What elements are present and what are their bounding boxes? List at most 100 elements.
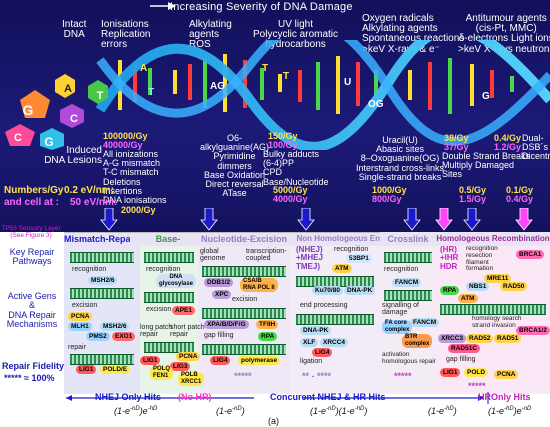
ner-csa: CSA/B RNA POL II (240, 278, 278, 292)
fa-btr: BTR complex (402, 334, 433, 348)
lesion-t3-label: T (283, 71, 290, 82)
pathway-hr[interactable]: Homologeous Recombination (436, 232, 550, 246)
hr-nbs1: NBS1 (466, 282, 490, 291)
ber-excision: excision (146, 306, 172, 313)
ber-dna-1 (144, 252, 194, 263)
pathway-ber[interactable]: Base- (155, 234, 181, 244)
numbers-label: Numbers/Gy (4, 185, 64, 196)
fa-dna-2 (384, 290, 432, 301)
pathway-mmr[interactable]: Mismatch-Repair (64, 234, 130, 244)
col6-text-b: DSB´s Dicentrics (522, 142, 550, 162)
col4-rate-b: 800/Gy (372, 194, 402, 204)
lesion-t2-label: T (262, 63, 269, 74)
pathway-crosslink[interactable]: Crosslink (380, 232, 436, 246)
col1-rate-b: 40000/Gy (103, 140, 143, 150)
base-g-icon: G (22, 102, 34, 118)
base-t-icon: T (96, 90, 104, 102)
severity-title: Increasing Severity of DNA Damage (170, 1, 353, 13)
fa-fidelity: ***** (394, 371, 412, 381)
mmr-recognition: recognition (72, 266, 107, 273)
mmr-excision: excision (72, 302, 98, 309)
nhej-dnapk: DNA-PK (344, 286, 376, 295)
col6-rate-c: 0.1/Gy (506, 185, 534, 195)
repair-fidelity-value: ***** ≈ 100% (4, 373, 55, 383)
base-a-icon: A (64, 83, 72, 95)
ber-glycosylase: DNA glycosylase (156, 274, 197, 288)
nhej-53bp1: 53BP1 (346, 254, 372, 263)
nhej-only-hits: NHEJ Only Hits (95, 392, 162, 402)
fa-activation: activation homologous repair (382, 351, 436, 365)
mmr-msh2: MSH2/6 (100, 322, 130, 331)
col1-rate-c: 2000/Gy (121, 205, 156, 215)
ner-gap: gap filling (204, 332, 234, 339)
mmr-pms: PMS2 (86, 332, 110, 341)
numbers-line1: 0.2 eV/nm: (64, 185, 115, 196)
col6-rate-a: 0.4/Gy (494, 133, 522, 143)
dna-helix-icon (5, 40, 550, 150)
col2-text: O6- alkylguanine(AG) Pyrimidine dimmers … (200, 133, 270, 199)
sensory-layer-label: TP53 Sensory Layer (See Figure 3) (1, 225, 61, 239)
formula-nhej: (1-e-nD) (216, 406, 245, 416)
formula-hr-only: (1-e-hD)e-nD (488, 406, 532, 416)
col-oxygen-radicals: Oxygen radicals Alkylating agents Sponta… (362, 13, 465, 55)
col6-rate-b: 1.2/Gy (494, 142, 522, 152)
mmr-lig: LIG1 (76, 365, 97, 374)
mmr-dna-2 (70, 288, 134, 299)
ner-polymerase: polymerase (238, 356, 281, 365)
nhej-lig4: LIG4 (312, 348, 333, 357)
ber-polb: POLB XRCC1 (178, 372, 205, 386)
col6-text-a: Dual- (522, 133, 544, 143)
pathway-ner[interactable]: Nucleotide-Excision (200, 234, 288, 244)
ber-dna-2 (144, 292, 194, 303)
ber-ape: APE1 (172, 306, 195, 315)
nhej-dnapk2: DNA-PK (300, 326, 332, 335)
ner-fidelity: ***** (234, 371, 252, 381)
hits-arrows-icon (66, 392, 489, 404)
ner-excision: excision (232, 296, 258, 303)
damage-panel: Increasing Severity of DNA Damage Intact… (0, 0, 550, 232)
ner-ddb: DDB1/2 (204, 278, 234, 287)
col-alkylating: Alkylating agents ROS (189, 19, 232, 51)
hr-gap: gap filling (446, 356, 476, 363)
base-c2-icon: C (14, 132, 22, 144)
hr-atm: ATM (458, 294, 478, 303)
mmr-dna-3 (70, 354, 134, 365)
ner-rpa: RPA (258, 332, 278, 341)
fa-recognition: recognition (384, 266, 419, 273)
induced-lesions-label: Induced DNA Lesions (44, 145, 102, 167)
mmr-pcna: PCNA (68, 312, 93, 321)
ner-dna-3 (202, 344, 286, 355)
hr-brca1: BRCA1 (516, 250, 545, 259)
lesion-og-label: OG (368, 99, 384, 110)
ner-global: global genome (200, 248, 226, 263)
lesion-g-label: G (482, 91, 490, 102)
ner-dna-2 (202, 308, 286, 319)
mmr-pold: POLD/E (100, 365, 131, 374)
formula-hr: (1-e-hD) (428, 406, 457, 416)
hr-rad50: RAD50 (500, 282, 528, 291)
col5-rate-c: 0.5/Gy (459, 185, 487, 195)
nhej-xlf: XLF (300, 338, 319, 347)
hr-lig1: LIG1 (440, 368, 461, 377)
down-arrows-icon (100, 208, 533, 231)
nhej-xrcc4: XRCC4 (320, 338, 349, 347)
hr-mre11: MRE11 (484, 274, 512, 283)
pathway-nhej[interactable]: Non Homologeous End Joining (296, 234, 416, 243)
mmr-mlh: MLH1 (68, 322, 92, 331)
nhej-atm: ATM (332, 264, 352, 273)
col3-rate-c: 5000/Gy (273, 185, 308, 195)
ber-pcna: PCNA (176, 352, 201, 361)
nhej-ku: Ku70/80 (312, 286, 343, 295)
formula-nhej-only: (1-e-nD)e-hD (114, 406, 158, 416)
nhej-dna-2 (296, 314, 374, 325)
hr-rad51c: RAD51C (448, 344, 481, 353)
col-uv-light: UV light Polycyclic aromatic hydrocarbon… (253, 19, 339, 51)
concurrent-hits: Concurent NHEJ & HR Hits (270, 392, 386, 402)
no-hr-label: (No HR) (178, 392, 212, 402)
base-c-icon: C (70, 113, 78, 125)
lesion-u-label: U (344, 77, 352, 88)
fa-dna-1 (384, 252, 432, 263)
repair-panel: TP53 Sensory Layer (See Figure 3) Key Re… (0, 225, 550, 427)
col5-rate-d: 1.5/Gy (459, 194, 487, 204)
hr-brca12: BRCA1/2 (516, 326, 550, 335)
